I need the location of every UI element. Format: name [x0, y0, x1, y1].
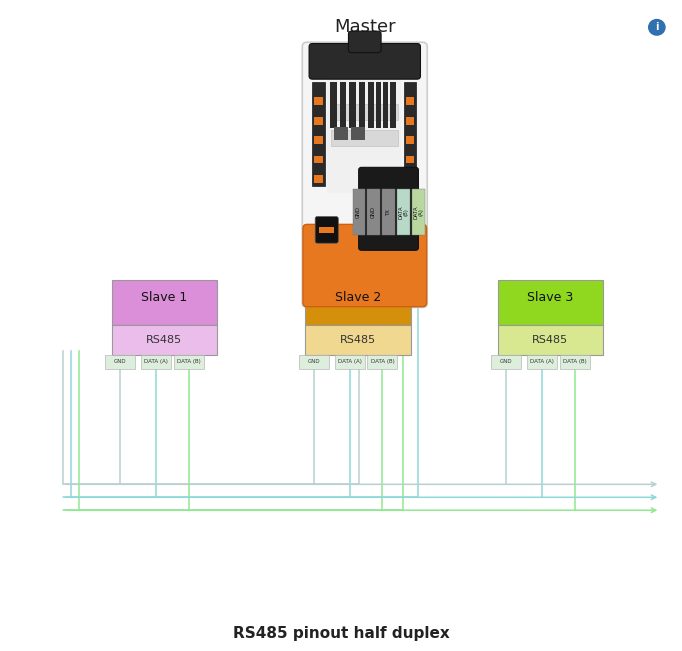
Circle shape	[649, 20, 665, 35]
Bar	[331, 104, 398, 120]
Text: DATA (A): DATA (A)	[145, 359, 168, 365]
Bar	[406, 98, 415, 105]
Bar	[330, 83, 337, 128]
Bar	[406, 117, 415, 124]
Text: DATA
(A): DATA (A)	[413, 205, 424, 219]
Text: DATA (B): DATA (B)	[370, 359, 394, 365]
FancyBboxPatch shape	[315, 217, 338, 243]
Bar	[331, 130, 398, 146]
Bar	[112, 280, 217, 325]
Text: RS485 pinout half duplex: RS485 pinout half duplex	[233, 626, 449, 641]
Bar	[299, 355, 329, 369]
FancyBboxPatch shape	[349, 31, 381, 53]
FancyBboxPatch shape	[359, 167, 419, 250]
Text: TX: TX	[386, 208, 391, 215]
Bar	[491, 355, 521, 369]
Bar	[406, 156, 415, 163]
Text: DATA (A): DATA (A)	[338, 359, 361, 365]
Bar	[314, 98, 323, 105]
Bar	[319, 227, 334, 234]
Text: GND: GND	[371, 206, 376, 218]
Text: Master: Master	[334, 18, 396, 36]
Bar	[105, 355, 135, 369]
Bar	[390, 83, 396, 128]
Bar	[413, 189, 424, 235]
Text: GND: GND	[308, 359, 320, 365]
Text: DATA
(B): DATA (B)	[398, 205, 409, 219]
Bar	[406, 175, 415, 183]
FancyBboxPatch shape	[309, 44, 421, 79]
Bar	[383, 83, 388, 128]
Text: RS485: RS485	[532, 335, 568, 345]
Bar	[383, 189, 395, 235]
Bar	[498, 280, 603, 325]
Bar	[174, 355, 204, 369]
Bar	[141, 355, 171, 369]
Bar	[398, 189, 410, 235]
Text: RS485: RS485	[147, 335, 183, 345]
Bar	[498, 325, 603, 355]
FancyBboxPatch shape	[302, 42, 427, 307]
Bar	[334, 127, 348, 140]
Bar	[314, 175, 323, 183]
Text: DATA (B): DATA (B)	[177, 359, 201, 365]
Bar	[368, 189, 380, 235]
Bar	[340, 83, 346, 128]
Text: RS485: RS485	[340, 335, 376, 345]
Text: Slave 1: Slave 1	[141, 291, 188, 304]
FancyBboxPatch shape	[303, 225, 426, 307]
Text: DATA (A): DATA (A)	[530, 359, 554, 365]
Bar	[560, 355, 590, 369]
Bar	[349, 83, 356, 128]
Bar	[406, 136, 415, 144]
Bar	[306, 325, 411, 355]
Bar	[327, 76, 402, 193]
Text: GND: GND	[356, 206, 361, 218]
Bar	[335, 355, 365, 369]
Text: GND: GND	[114, 359, 127, 365]
Bar	[112, 325, 217, 355]
Bar	[368, 355, 398, 369]
Bar	[359, 83, 366, 128]
Text: Slave 3: Slave 3	[527, 291, 574, 304]
Bar	[527, 355, 557, 369]
Text: DATA (B): DATA (B)	[563, 359, 587, 365]
Bar	[353, 189, 365, 235]
Bar	[314, 156, 323, 163]
Bar	[351, 127, 365, 140]
Bar	[312, 83, 325, 186]
Bar	[306, 280, 411, 325]
Text: Slave 2: Slave 2	[335, 291, 381, 304]
Bar	[314, 117, 323, 124]
Bar	[404, 83, 417, 186]
Bar	[368, 83, 374, 128]
Bar	[376, 83, 381, 128]
Text: i: i	[655, 22, 659, 33]
Bar	[314, 136, 323, 144]
Text: GND: GND	[500, 359, 512, 365]
